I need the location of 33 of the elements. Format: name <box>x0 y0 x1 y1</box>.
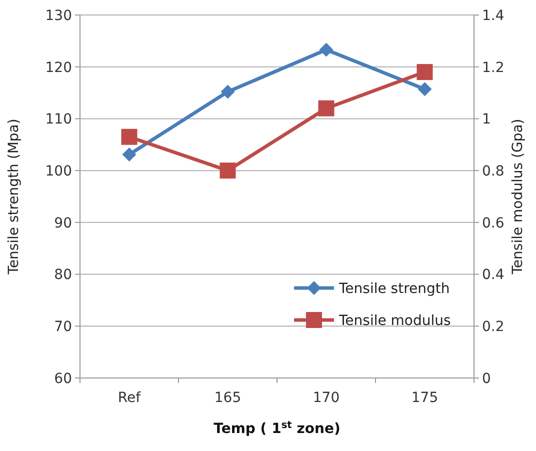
y2-tick-label: 0 <box>482 370 491 387</box>
y-axis-title: Tensile strength (Mpa) <box>6 118 22 276</box>
y2-tick-label: 0.4 <box>482 267 504 284</box>
legend-label: Tensile strength <box>338 280 450 297</box>
y2-tick-label: 1 <box>482 112 491 128</box>
point <box>121 128 138 145</box>
x-tick-label: 170 <box>312 390 340 406</box>
x-tick-label: 175 <box>411 390 438 406</box>
y-tick-label: 120 <box>45 60 72 76</box>
y-tick-label: 70 <box>54 319 72 336</box>
x-tick-label: Ref <box>118 390 142 406</box>
x-axis-title: Temp ( 1$^{st}$ zone) <box>214 420 340 437</box>
y2-tick-label: 0.2 <box>482 319 504 336</box>
y2-tick-label: 1.2 <box>482 60 504 76</box>
point <box>418 82 432 96</box>
y-tick-label: 80 <box>54 267 72 284</box>
y-tick-label: 90 <box>54 215 72 232</box>
point <box>319 42 334 57</box>
legend-label: Tensile modulus <box>338 312 451 329</box>
y2-tick-label: 0.8 <box>482 163 504 180</box>
y-tick-label: 100 <box>45 163 72 180</box>
y-tick-label: 110 <box>45 112 72 128</box>
point <box>318 100 334 116</box>
point <box>220 84 235 99</box>
y-tick-label: 60 <box>54 370 72 387</box>
point <box>122 147 136 162</box>
point <box>220 162 236 179</box>
x-tick-label: 165 <box>214 390 242 406</box>
y-tick-label: 130 <box>45 8 72 24</box>
y2-axis-title: Tensile modulus (Gpa) <box>510 118 526 276</box>
point <box>416 64 433 80</box>
y2-tick-label: 1.4 <box>482 8 504 24</box>
y2-tick-label: 0.6 <box>482 215 504 232</box>
